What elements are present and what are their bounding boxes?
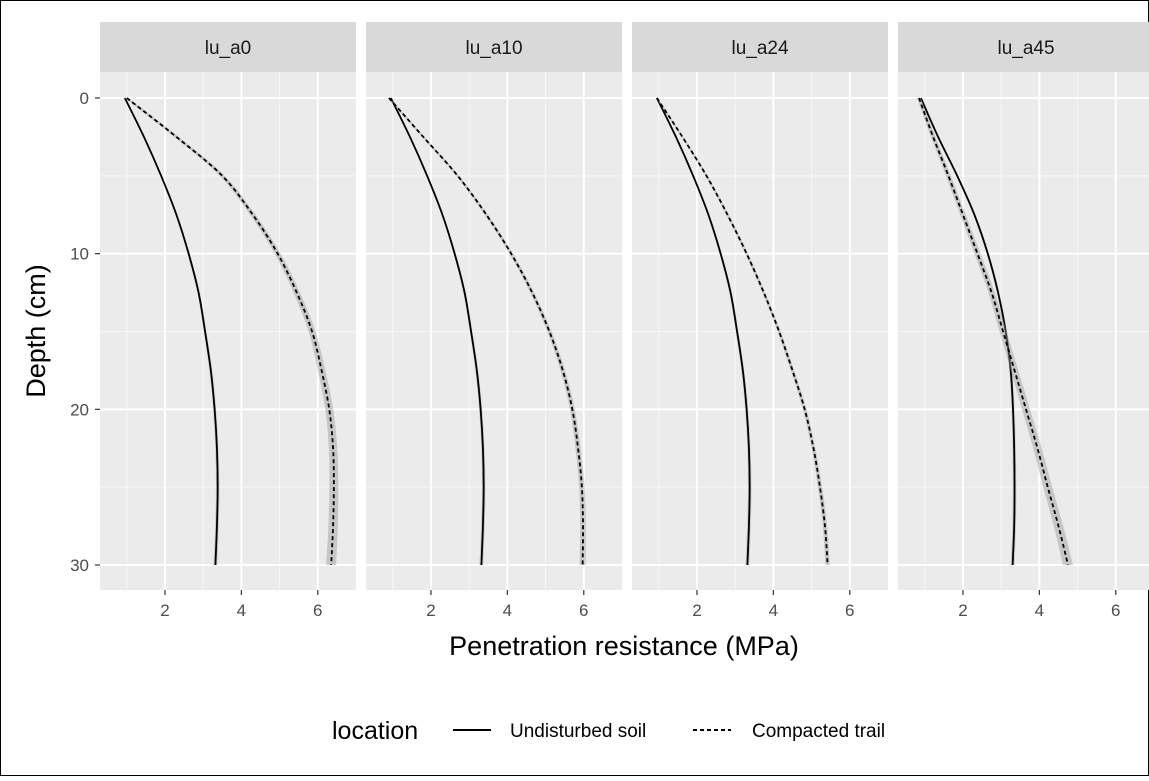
x-tick-label: 2: [958, 601, 967, 620]
panel-lu_a10: lu_a10 2 4 6: [366, 22, 622, 620]
facet-strip-label: lu_a0: [205, 38, 252, 59]
facet-strip-label: lu_a10: [465, 38, 522, 59]
panel-lu_a45: lu_a45 2 4 6: [898, 22, 1149, 620]
series-line-compacted-trail: [656, 97, 829, 566]
facet-strip: [898, 22, 1149, 72]
series-line-undisturbed-soil: [656, 97, 751, 566]
series-line-undisturbed-soil: [390, 97, 485, 566]
series-line-compacted-trail: [126, 97, 335, 566]
facet-strip: [366, 22, 622, 72]
panel-lu_a0: lu_a0 2 4 6: [100, 22, 356, 620]
x-tick-label: 6: [1111, 601, 1120, 620]
legend-label-undisturbed-soil: Undisturbed soil: [510, 721, 646, 742]
x-tick-label: 2: [692, 601, 701, 620]
x-tick-label: 4: [1035, 601, 1044, 620]
x-tick-label: 6: [313, 601, 322, 620]
facet-strip-label: lu_a45: [997, 38, 1054, 59]
legend-title: location: [332, 717, 418, 745]
x-tick-label: 6: [845, 601, 854, 620]
x-tick-label: 4: [237, 601, 246, 620]
series-line-undisturbed-soil: [920, 97, 1016, 566]
y-axis-title: Depth (cm): [21, 264, 51, 398]
facet-strip: [100, 22, 356, 72]
y-tick-label: 0: [80, 89, 89, 108]
facet-strip-label: lu_a24: [731, 38, 788, 59]
x-tick-label: 2: [160, 601, 169, 620]
legend-label-compacted-trail: Compacted trail: [752, 721, 885, 742]
y-tick-label: 30: [70, 556, 89, 575]
y-tick-label: 20: [70, 400, 89, 419]
panels-layer: lu_a0 2 4 6 lu_a10 2 4 6 lu_a24 2 4 6 lu_a45 2 4 6: [100, 22, 1149, 620]
x-axis-title: Penetration resistance (MPa): [449, 631, 799, 661]
x-tick-label: 4: [503, 601, 512, 620]
y-tick-label: 10: [70, 245, 89, 264]
x-tick-label: 2: [426, 601, 435, 620]
x-tick-label: 6: [579, 601, 588, 620]
series-line-compacted-trail: [388, 97, 584, 566]
series-line-undisturbed-soil: [124, 97, 219, 566]
legend: location Undisturbed soil Compacted trai…: [332, 717, 885, 745]
series-line-compacted-trail: [918, 97, 1069, 566]
facet-strip: [632, 22, 888, 72]
axes-layer: 0 10 20 30: [70, 89, 100, 575]
x-tick-label: 4: [769, 601, 778, 620]
panel-lu_a24: lu_a24 2 4 6: [632, 22, 888, 620]
confidence-band-compacted-trail: [917, 98, 1073, 565]
